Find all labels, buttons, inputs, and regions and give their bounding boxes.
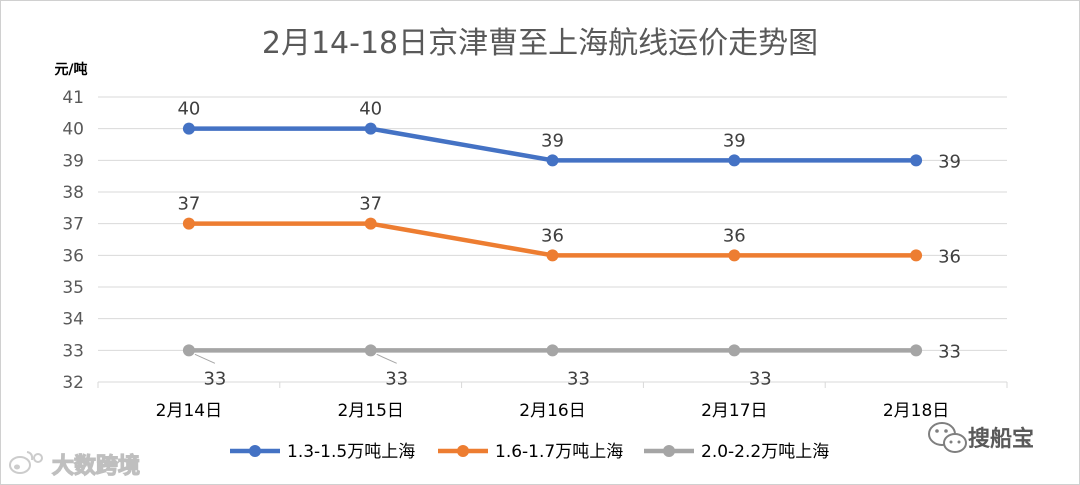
data-label: 33 (749, 368, 772, 389)
y-tick-label: 38 (62, 183, 84, 203)
wechat-icon (928, 422, 967, 453)
data-label: 39 (723, 130, 746, 151)
data-label: 37 (359, 194, 382, 215)
data-label: 36 (938, 246, 961, 267)
y-tick-label: 33 (62, 341, 84, 361)
data-point-marker (546, 249, 559, 262)
data-point-marker (910, 154, 923, 167)
series-lines (182, 122, 923, 357)
watermark-right-text: 搜船宝 (968, 426, 1034, 452)
weibo-icon (9, 451, 43, 474)
data-point-marker (728, 249, 741, 262)
legend-label: 1.3-1.5万吨上海 (287, 442, 415, 462)
legend: 1.3-1.5万吨上海 1.6-1.7万吨上海 2.0-2.2万吨上海 (230, 442, 829, 462)
x-tick-label: 2月17日 (701, 401, 767, 421)
data-label: 39 (938, 151, 961, 172)
y-tick-label: 34 (62, 310, 84, 330)
data-label: 36 (723, 225, 746, 246)
x-tick-label: 2月16日 (519, 401, 585, 421)
data-label: 40 (359, 99, 382, 120)
data-point-marker (546, 154, 559, 167)
data-label: 33 (385, 368, 408, 389)
data-point-marker (182, 122, 195, 135)
data-point-marker (364, 217, 377, 230)
data-label: 40 (177, 99, 200, 120)
x-tick-label: 2月15日 (337, 401, 403, 421)
y-tick-label: 36 (62, 246, 84, 266)
y-tick-label: 41 (62, 88, 84, 108)
data-label: 33 (203, 368, 226, 389)
data-point-marker (364, 344, 377, 357)
x-tick-label: 2月18日 (883, 401, 949, 421)
chart-title: 2月14-18日京津曹至上海航线运价走势图 (262, 26, 818, 61)
x-tick-label: 2月14日 (156, 401, 222, 421)
data-label: 39 (541, 130, 564, 151)
data-point-marker (728, 154, 741, 167)
legend-label: 2.0-2.2万吨上海 (701, 442, 829, 462)
y-tick-label: 37 (62, 215, 84, 235)
data-point-marker (182, 217, 195, 230)
y-axis-unit-label: 元/吨 (54, 61, 87, 78)
data-label-leader-line (194, 353, 216, 364)
legend-swatch-marker (249, 445, 261, 457)
axes: 32 33 34 35 36 37 38 39 40 41 2月14日 2月15日 2月16日 2月17日… (62, 88, 1008, 421)
data-labels: 40 40 39 39 39 37 37 36 36 36 33 33 33 33 33 (177, 99, 961, 390)
data-label: 33 (567, 368, 590, 389)
legend-swatch-marker (663, 445, 675, 457)
data-point-marker (182, 344, 195, 357)
data-label: 36 (541, 225, 564, 246)
data-point-marker (910, 249, 923, 262)
data-label: 33 (938, 341, 961, 362)
y-tick-label: 32 (62, 373, 84, 393)
data-label: 37 (177, 194, 200, 215)
data-label-leader-line (376, 353, 397, 364)
data-point-marker (728, 344, 741, 357)
y-tick-label: 40 (62, 120, 84, 140)
watermark-left-text: 大数跨境 (52, 453, 140, 479)
legend-swatch-marker (457, 445, 469, 457)
data-point-marker (910, 344, 923, 357)
y-tick-label: 39 (62, 151, 84, 171)
data-point-marker (364, 122, 377, 135)
data-point-marker (546, 344, 559, 357)
y-tick-label: 35 (62, 278, 84, 298)
legend-label: 1.6-1.7万吨上海 (495, 442, 623, 462)
